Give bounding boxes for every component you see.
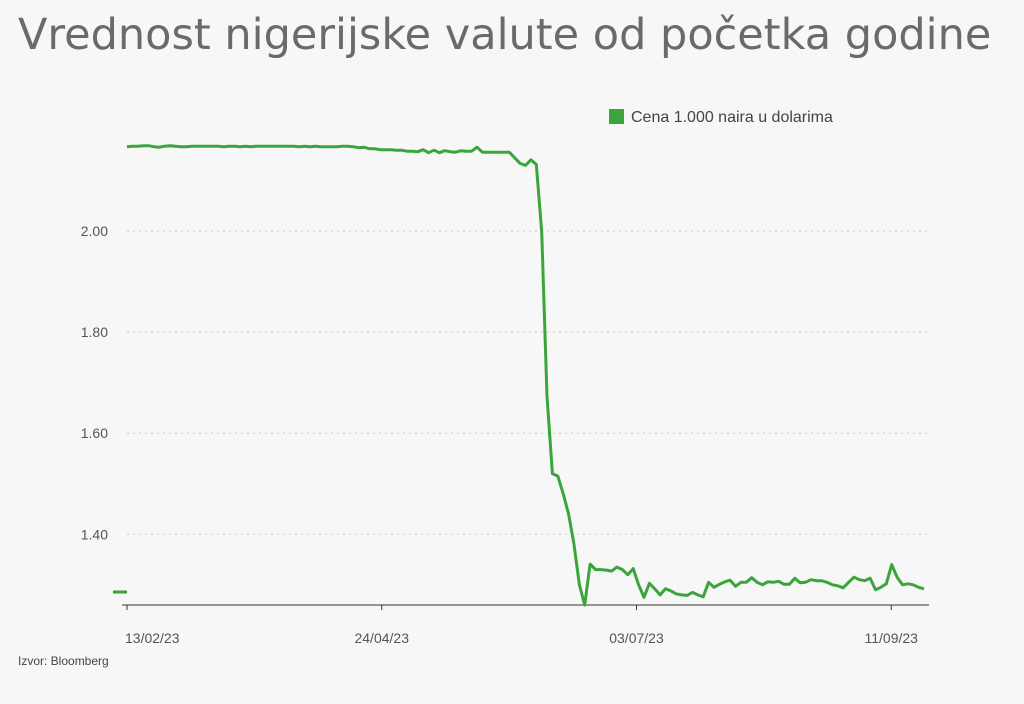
- legend-swatch: [609, 109, 624, 124]
- y-tick-label: 2.00: [81, 223, 108, 239]
- x-tick-label: 24/04/23: [354, 630, 409, 646]
- x-axis-ticks: 13/02/23 24/04/23 03/07/23 11/09/23: [125, 605, 918, 646]
- legend: Cena 1.000 naira u dolarima: [609, 109, 833, 126]
- source-note: Izvor: Bloomberg: [18, 654, 109, 668]
- gridlines: [127, 230, 929, 535]
- x-tick-label: 11/09/23: [865, 630, 919, 646]
- y-axis-ticks: 1.40 1.60 1.80 2.00: [81, 223, 108, 542]
- x-tick-label: 03/07/23: [609, 630, 664, 646]
- series-line: [126, 144, 925, 607]
- legend-label: Cena 1.000 naira u dolarima: [631, 109, 833, 126]
- chart-title: Vrednost nigerijske valute od početka go…: [18, 10, 992, 60]
- y-tick-label: 1.40: [81, 526, 108, 542]
- x-tick-label: 13/02/23: [125, 630, 180, 646]
- y-tick-label: 1.80: [81, 324, 108, 340]
- y-tick-label: 1.60: [81, 425, 108, 441]
